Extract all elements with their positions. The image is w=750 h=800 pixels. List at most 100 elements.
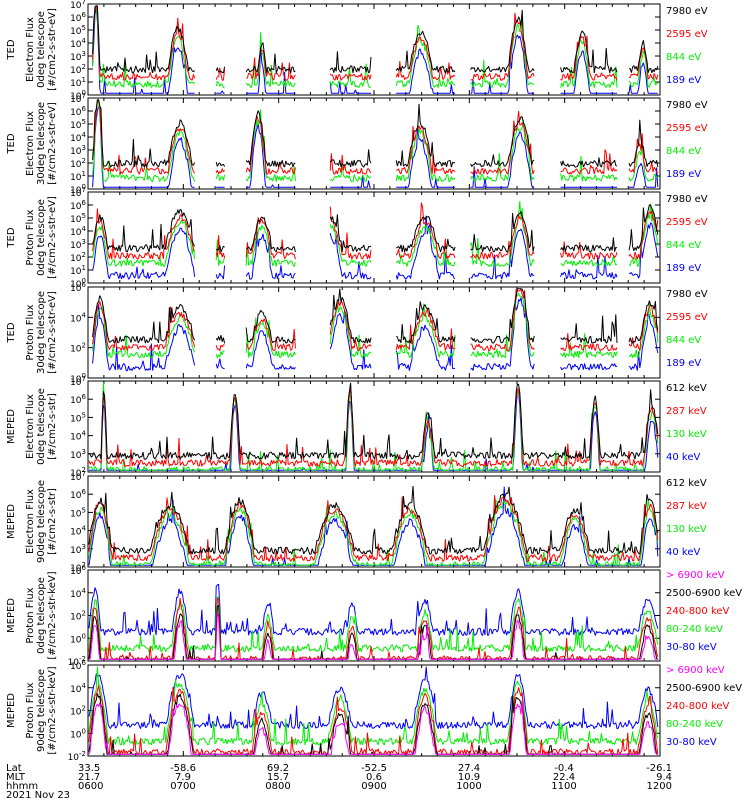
legend-entry: 612 keV bbox=[666, 383, 707, 394]
y-axis-label-line: [#/cm2-s-str] bbox=[47, 393, 58, 460]
panel-5: 107 106 105 104 103 102 MEPED Electron Flux 0deg… bbox=[6, 375, 707, 479]
y-axis-label-line: MEPED bbox=[6, 504, 17, 539]
y-tick-label: 107 bbox=[70, 92, 86, 105]
plot-frame bbox=[87, 97, 661, 190]
y-tick-label: 107 bbox=[70, 470, 86, 483]
legend-entry: 2595 eV bbox=[666, 29, 708, 40]
legend-entry: 7980 eV bbox=[666, 289, 708, 300]
series-trace bbox=[92, 215, 659, 280]
legend-entry: 2595 eV bbox=[666, 123, 708, 134]
y-tick-label: 100 bbox=[70, 183, 86, 196]
y-tick-label: 105 bbox=[70, 506, 86, 519]
x-tick-label-lat: -58.6 bbox=[170, 763, 196, 774]
x-row-label-hhmm: hhmm bbox=[6, 781, 38, 792]
legend-entry: 287 keV bbox=[666, 501, 707, 512]
series-traces bbox=[92, 99, 659, 188]
y-tick-label: 102 bbox=[70, 705, 86, 718]
legend-entry: 7980 eV bbox=[666, 194, 708, 205]
series-trace bbox=[92, 5, 659, 74]
series-trace bbox=[92, 297, 659, 372]
legend-entry: 844 eV bbox=[666, 240, 701, 251]
x-tick-label-mlt: 7.9 bbox=[175, 772, 191, 783]
series-trace bbox=[88, 388, 659, 467]
series-trace bbox=[88, 583, 659, 636]
series-traces bbox=[88, 382, 659, 471]
y-tick-label: 102 bbox=[70, 342, 86, 355]
series-trace bbox=[92, 106, 659, 188]
legend-entry: 612 keV bbox=[666, 478, 707, 489]
legend-entry: 189 eV bbox=[666, 263, 701, 274]
x-tick-label-hhmm: 0800 bbox=[265, 781, 290, 792]
series-trace bbox=[88, 666, 659, 730]
y-axis-label-line: [#/cm2-s-str-eV] bbox=[47, 196, 58, 279]
y-tick-label: 103 bbox=[70, 144, 86, 157]
x-tick-label-hhmm: 1000 bbox=[456, 781, 481, 792]
plot-frame bbox=[87, 191, 661, 284]
y-axis-label-line: 0deg telescope bbox=[36, 11, 47, 88]
legend: 612 keV 287 keV 130 keV 40 keV bbox=[666, 383, 707, 463]
series-traces bbox=[92, 201, 659, 280]
y-axis-label-line: [#/cm2-s-str-keV] bbox=[47, 666, 58, 754]
y-tick-label: 103 bbox=[70, 448, 86, 461]
plot-frame bbox=[87, 286, 661, 379]
legend-entry: 80-240 keV bbox=[666, 624, 723, 635]
x-date-label: 2021 Nov 23 bbox=[6, 790, 70, 800]
x-tick-label-mlt: 9.4 bbox=[656, 772, 672, 783]
series-trace bbox=[88, 495, 659, 562]
x-row-label-mlt: MLT bbox=[6, 772, 26, 783]
y-axis-label-line: MEPED bbox=[6, 598, 17, 633]
legend-entry: 189 eV bbox=[666, 75, 701, 86]
y-axis-label-line: 30deg telescope bbox=[36, 102, 47, 185]
legend-entry: 130 keV bbox=[666, 429, 707, 440]
legend-entry: 189 eV bbox=[666, 358, 701, 369]
series-trace bbox=[92, 99, 658, 175]
y-tick-label: 100 bbox=[70, 727, 86, 740]
legend-entry: 844 eV bbox=[666, 335, 701, 346]
legend-entry: 40 keV bbox=[666, 547, 700, 558]
y-tick-label: 101 bbox=[70, 76, 86, 89]
y-tick-label: 102 bbox=[70, 63, 86, 76]
y-tick-label: 106 bbox=[70, 281, 86, 294]
panel-8: 106 104 102 100 10-2 MEPED Proton Flux 90deg te… bbox=[6, 659, 742, 763]
legend: 7980 eV 2595 eV 844 eV 189 eV bbox=[666, 289, 708, 369]
y-tick-label: 102 bbox=[70, 610, 86, 623]
y-axis-label-line: MEPED bbox=[6, 693, 17, 728]
y-tick-label: 100 bbox=[70, 372, 86, 385]
y-tick-label: 104 bbox=[70, 225, 86, 238]
y-axis-label-line: [#/cm2-s-str-eV] bbox=[47, 291, 58, 374]
y-axis-label-line: TED bbox=[6, 39, 17, 60]
series-traces bbox=[88, 583, 659, 660]
series-trace bbox=[92, 288, 659, 352]
legend: 7980 eV 2595 eV 844 eV 189 eV bbox=[666, 6, 708, 86]
y-tick-label: 106 bbox=[70, 659, 86, 672]
y-tick-label: 106 bbox=[70, 11, 86, 24]
y-tick-label: 103 bbox=[70, 50, 86, 63]
y-tick-label: 102 bbox=[70, 466, 86, 479]
y-axis-label-line: 90deg telescope bbox=[36, 480, 47, 563]
legend-entry: 2500-6900 keV bbox=[666, 683, 742, 694]
series-trace bbox=[88, 699, 658, 755]
series-trace bbox=[88, 382, 659, 460]
legend-entry: 130 keV bbox=[666, 524, 707, 535]
y-axis-label-line: [#/cm2-s-str-eV] bbox=[47, 8, 58, 91]
legend-entry: 287 keV bbox=[666, 406, 707, 417]
panel-7: 106 104 102 100 10-2 MEPED Proton Flux 0deg tel… bbox=[6, 564, 742, 668]
legend-entry: 40 keV bbox=[666, 452, 700, 463]
legend-entry: 2500-6900 keV bbox=[666, 588, 742, 599]
y-tick-label: 104 bbox=[70, 311, 86, 324]
series-traces bbox=[88, 485, 659, 566]
legend-entry: 240-800 keV bbox=[666, 701, 730, 712]
series-trace bbox=[92, 201, 659, 267]
series-trace bbox=[92, 204, 659, 253]
y-tick-label: 107 bbox=[70, 0, 86, 11]
y-tick-label: 100 bbox=[70, 89, 86, 102]
y-tick-label: 105 bbox=[70, 118, 86, 131]
y-axis-label-line: Proton Flux bbox=[25, 304, 36, 360]
series-trace bbox=[88, 485, 659, 555]
y-tick-label: 102 bbox=[70, 157, 86, 170]
legend-entry: > 6900 keV bbox=[666, 570, 725, 581]
